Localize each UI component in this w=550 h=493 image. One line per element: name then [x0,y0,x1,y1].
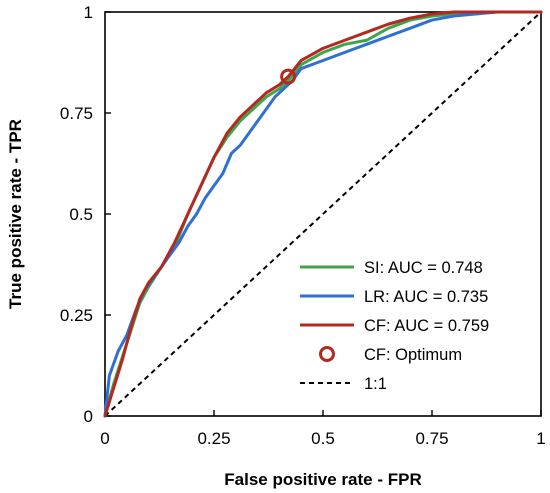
y-tick-label: 0.5 [69,205,93,224]
legend-label: SI: AUC = 0.748 [364,259,483,277]
series-group [103,10,543,418]
legend-label: 1:1 [364,375,387,393]
cf-roc-curve [103,10,543,418]
legend-item-optimum: CF: Optimum [319,346,462,364]
legend-item-cf: CF: AUC = 0.759 [300,317,489,335]
y-tick-label: 0 [84,407,93,426]
x-axis-title: False positive rate - FPR [224,470,421,489]
legend-label: LR: AUC = 0.735 [364,288,488,306]
legend-label: CF: AUC = 0.759 [364,317,489,335]
y-tick-label: 0.25 [60,306,93,325]
reference-line-1-1 [104,11,542,417]
legend-item-1-1: 1:1 [300,375,387,393]
y-axis-title: True positive rate - TPR [6,119,25,309]
legend-label: CF: Optimum [364,346,462,364]
legend-item-lr: LR: AUC = 0.735 [300,288,488,306]
x-tick-label: 0 [100,429,109,448]
legend-item-si: SI: AUC = 0.748 [300,259,483,277]
x-tick-label: 0.5 [311,429,335,448]
x-tick-label: 1 [536,429,545,448]
reference-line-group [104,11,542,417]
optimum-marker-group [280,68,297,85]
y-tick-label: 1 [84,3,93,22]
legend: SI: AUC = 0.748 LR: AUC = 0.735 CF: AUC = … [300,259,489,393]
tick-group: 0 0.25 0.5 0.75 1 0 0.25 0.5 0.75 1 [60,3,546,448]
legend-swatch [319,346,335,362]
y-tick-label: 0.75 [60,104,93,123]
x-tick-label: 0.75 [415,429,448,448]
x-tick-label: 0.25 [197,429,230,448]
cf-optimum-marker [280,68,297,85]
